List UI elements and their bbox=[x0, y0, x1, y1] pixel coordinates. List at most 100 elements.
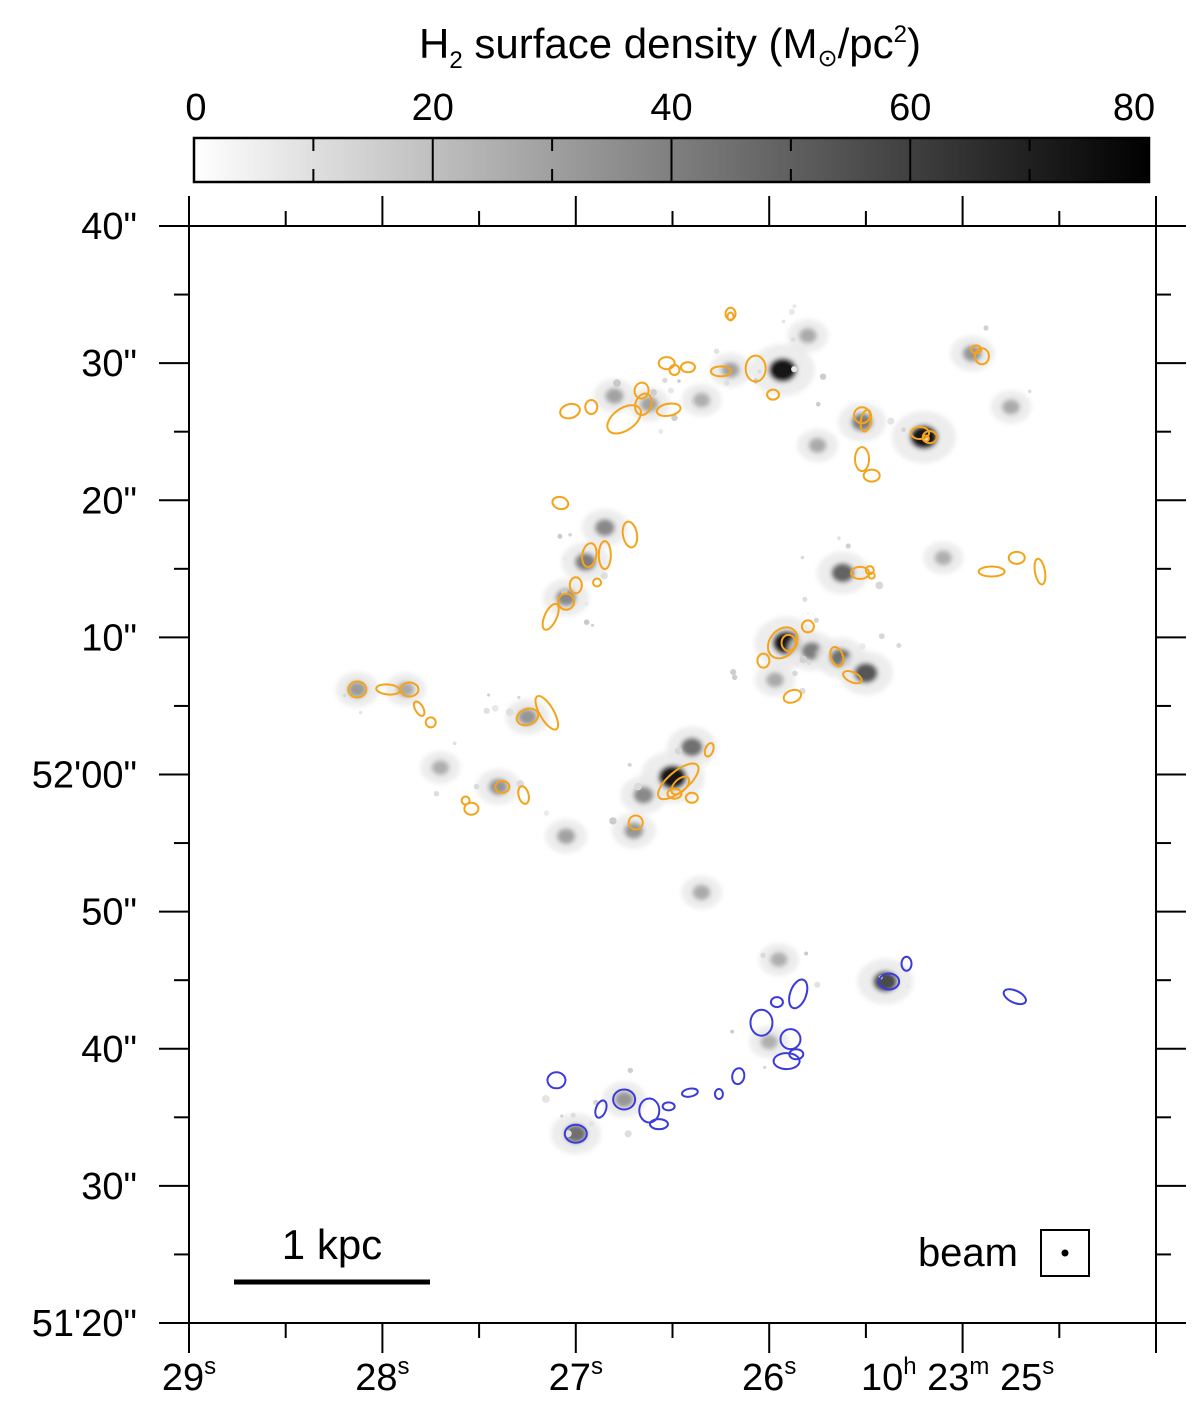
orange-contour bbox=[921, 434, 930, 443]
heatmap-speck bbox=[788, 308, 795, 315]
orange-contour bbox=[627, 814, 644, 831]
heatmap-speck bbox=[662, 377, 668, 383]
y-tick-label: 30" bbox=[81, 343, 137, 385]
blue-contour bbox=[612, 1088, 637, 1111]
heatmap-speck bbox=[983, 325, 989, 331]
x-tick-label: 10h 23m 25s bbox=[861, 1353, 1054, 1399]
blue-contour bbox=[788, 978, 809, 1010]
orange-contours bbox=[347, 306, 1047, 831]
heatmap-speck bbox=[730, 669, 737, 676]
heatmap-speck bbox=[781, 319, 786, 324]
colorbar-title-sub: 2 bbox=[449, 47, 462, 74]
orange-contour bbox=[766, 388, 781, 401]
heatmap-speck bbox=[590, 623, 595, 627]
y-tick-label: 10" bbox=[81, 617, 137, 659]
heatmap-clump bbox=[517, 708, 538, 726]
blue-contour bbox=[648, 1118, 669, 1131]
heatmap-speck bbox=[624, 1130, 632, 1138]
colorbar-tick-label: 40 bbox=[650, 87, 692, 129]
orange-contour bbox=[551, 495, 570, 511]
heatmap-speck bbox=[819, 373, 827, 380]
heatmap-speck bbox=[570, 1112, 576, 1118]
heatmap-clump bbox=[770, 952, 788, 968]
heatmap-speck bbox=[452, 741, 457, 746]
orange-contour bbox=[606, 404, 642, 435]
orange-contour bbox=[621, 520, 639, 549]
heatmap-clump bbox=[854, 662, 878, 684]
heatmap-speck bbox=[674, 747, 683, 755]
beam-indicator: beam bbox=[918, 1229, 1090, 1277]
orange-contour bbox=[584, 399, 599, 416]
x-tick-label-sup: h bbox=[903, 1353, 916, 1380]
orange-contour bbox=[800, 619, 815, 634]
heatmap-speck bbox=[627, 1067, 633, 1074]
x-tick-label-base: 23 bbox=[917, 1357, 970, 1399]
orange-contour bbox=[655, 402, 682, 418]
orange-contour bbox=[862, 468, 881, 483]
heatmap-speck bbox=[760, 952, 766, 958]
heatmap-speck bbox=[600, 572, 608, 580]
blue-contour bbox=[563, 1123, 588, 1144]
orange-contour bbox=[973, 347, 990, 366]
orange-contour bbox=[744, 354, 767, 383]
x-axis: 29s 28s 27s 26s 10h 23m 25s bbox=[162, 196, 1157, 1399]
blue-contour bbox=[900, 955, 913, 972]
heatmap-speck bbox=[557, 533, 563, 539]
y-tick-label: 20" bbox=[81, 480, 137, 522]
heatmap-speck bbox=[541, 1095, 550, 1103]
x-tick-label-base: 26 bbox=[742, 1357, 784, 1399]
heatmap-speck bbox=[671, 414, 678, 422]
blue-contours bbox=[546, 955, 1027, 1144]
heatmap-clump bbox=[1002, 399, 1020, 415]
heatmap-speck bbox=[724, 380, 730, 386]
orange-contour bbox=[347, 680, 368, 699]
blue-contour bbox=[1002, 988, 1027, 1006]
blue-contour bbox=[731, 1067, 746, 1086]
heatmap-speck bbox=[358, 710, 363, 715]
x-tick-label-base: 28 bbox=[355, 1357, 397, 1399]
scale-bar: 1 kpc bbox=[234, 1221, 430, 1285]
y-tick-label: 30" bbox=[81, 1166, 137, 1208]
blue-contour bbox=[772, 1052, 801, 1071]
y-tick-label: 50" bbox=[81, 892, 137, 934]
colorbar-tick-label: 80 bbox=[1113, 87, 1155, 129]
colorbar-title-sun: ⊙ bbox=[818, 45, 838, 72]
orange-contour bbox=[679, 361, 696, 374]
heatmap-clump bbox=[347, 681, 367, 698]
heatmap-clump bbox=[692, 884, 711, 901]
heatmap-speck bbox=[800, 555, 805, 560]
colorbar-tick-label: 20 bbox=[412, 87, 454, 129]
heatmap-clump bbox=[640, 396, 659, 413]
heatmap-speck bbox=[859, 643, 866, 650]
heatmap-speck bbox=[790, 337, 796, 342]
heatmap-speck bbox=[568, 533, 572, 537]
orange-contour bbox=[541, 602, 560, 631]
heatmap-speck bbox=[613, 379, 621, 387]
blue-contour bbox=[594, 1099, 608, 1119]
heatmap-speck bbox=[732, 674, 738, 680]
orange-contour bbox=[412, 700, 426, 717]
orange-contour bbox=[670, 775, 691, 796]
orange-contour bbox=[867, 571, 876, 580]
heatmap-clump bbox=[574, 552, 596, 571]
heatmap-speck bbox=[792, 670, 798, 677]
orange-contour bbox=[684, 791, 699, 804]
heatmap-speck bbox=[887, 417, 895, 425]
heatmap-speck bbox=[806, 660, 812, 666]
blue-contour bbox=[779, 1028, 802, 1051]
heatmap-clump bbox=[556, 588, 577, 607]
beam-label: beam bbox=[918, 1231, 1018, 1275]
orange-contour bbox=[463, 801, 480, 816]
orange-contour bbox=[842, 669, 863, 685]
x-tick-label-base: 10 bbox=[861, 1357, 903, 1399]
x-tick-label-sup: m bbox=[969, 1353, 989, 1380]
heatmap-speck bbox=[584, 601, 589, 606]
heatmap-speck bbox=[517, 695, 521, 700]
orange-contour bbox=[581, 542, 598, 568]
orange-contour bbox=[666, 787, 683, 800]
blue-contour bbox=[713, 1088, 724, 1101]
orange-contour bbox=[633, 381, 650, 400]
heatmap-speck bbox=[560, 1114, 564, 1118]
heatmap-specks bbox=[342, 304, 1032, 1138]
